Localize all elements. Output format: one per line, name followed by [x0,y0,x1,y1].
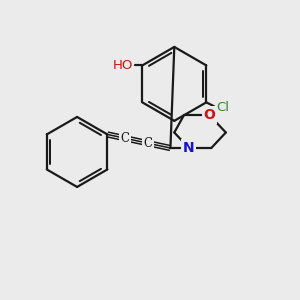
Text: O: O [203,108,215,122]
Text: N: N [183,141,195,155]
Text: Cl: Cl [216,101,229,114]
Text: HO: HO [113,59,134,72]
Text: C: C [144,137,153,150]
Text: C: C [121,132,130,145]
